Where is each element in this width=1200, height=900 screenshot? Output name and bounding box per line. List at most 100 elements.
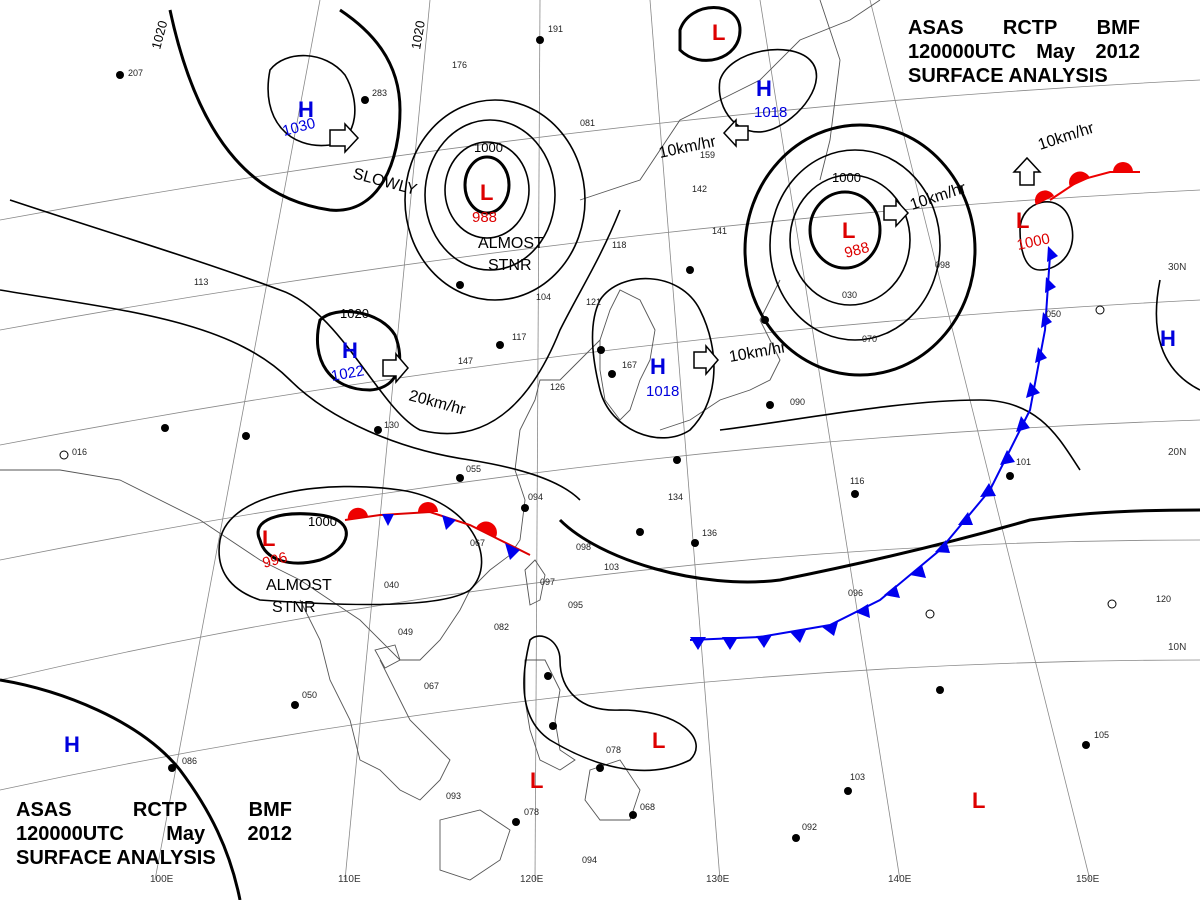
isobar-labels: 1020 1020 1020 1000 1000 1000 (148, 19, 861, 529)
footer-row-3: SURFACE ANALYSIS (16, 846, 292, 870)
station-value: 067 (470, 538, 485, 548)
coast-taiwan (524, 559, 546, 606)
station-dot (291, 701, 299, 709)
front-bump (1034, 190, 1054, 205)
station-dot (597, 346, 605, 354)
station-value: 159 (700, 150, 715, 160)
header-product: BMF (1096, 17, 1140, 39)
station-dot (549, 722, 557, 730)
low-pressure-symbol: L (262, 526, 275, 551)
high-pressure-symbol: H (298, 97, 314, 122)
front-barb (935, 540, 950, 553)
low-pressure-symbol: L (972, 788, 985, 813)
movement-arrows (329, 118, 1042, 385)
low-pressure-value: 996 (261, 549, 290, 572)
station-value: 134 (668, 492, 683, 502)
isobar-value: 1020 (148, 19, 170, 51)
station-dot (1107, 599, 1117, 609)
station-dot (761, 316, 769, 324)
station-value: 094 (582, 855, 597, 865)
front-barb (382, 514, 394, 526)
isobar-value: 1000 (832, 170, 861, 185)
isobar-1020-north (168, 8, 402, 212)
coast-luzon (524, 659, 576, 771)
isobar-1020-inner (267, 54, 356, 147)
station-dot (596, 764, 604, 772)
isobar-low-996-outer (218, 485, 483, 606)
high-pressure-symbol: H (64, 732, 80, 757)
lon-line (649, 0, 721, 881)
lon-label: 130E (706, 874, 730, 885)
front-bump (476, 521, 497, 537)
station-value: 118 (612, 240, 626, 250)
station-value: 176 (452, 60, 467, 70)
high-pressure-value: 1018 (646, 383, 679, 400)
motion-label: ALMOST (266, 577, 332, 594)
station-value: 086 (182, 756, 197, 766)
isobar-low-988-inner (463, 155, 511, 215)
header-month: May (1036, 41, 1076, 63)
coast-korea (599, 289, 656, 421)
lon-line (154, 0, 321, 881)
footer-region: ASAS (16, 799, 72, 821)
station-dot (851, 490, 859, 498)
header-region: ASAS (908, 17, 964, 39)
isobar-low-988-east-outer2 (743, 123, 977, 377)
station-value: 067 (424, 681, 439, 691)
isobar-low-988-mid (444, 141, 530, 239)
front-bump (1069, 171, 1090, 187)
arrow-icon (693, 343, 719, 377)
front-barb (910, 565, 926, 578)
station-dot (766, 401, 774, 409)
station-dot (456, 474, 464, 482)
station-value: 147 (458, 356, 473, 366)
header-row-1: ASAS RCTP BMF (908, 16, 1140, 40)
lat-label: 20N (1168, 447, 1186, 458)
motion-label: STNR (272, 599, 316, 616)
coast-china (0, 339, 601, 661)
station-value: 142 (692, 184, 707, 194)
high-pressure-value: 1018 (754, 104, 787, 121)
station-dot (168, 764, 176, 772)
graticule-labels: 100E 110E 120E 130E 140E 150E 30N 20N 10… (150, 262, 1186, 885)
footer-month: May (166, 823, 206, 845)
low-pressure-value: 988 (843, 239, 872, 262)
isobar-value: 1000 (474, 140, 503, 155)
header-time: 120000UTC (908, 41, 1016, 63)
lon-label: 100E (150, 874, 174, 885)
front-barb (442, 515, 456, 530)
station-dot (629, 811, 637, 819)
footer-row-2: 120000UTC May 2012 (16, 822, 292, 846)
coast-mindanao (584, 759, 641, 821)
isobar-h1018-north (718, 48, 818, 133)
high-pressure-symbol: H (342, 338, 358, 363)
front-barb (822, 622, 838, 636)
station-value: 096 (848, 588, 863, 598)
station-value: 167 (622, 360, 637, 370)
high-pressure-symbol: H (756, 76, 772, 101)
low-pressure-symbol: L (1016, 208, 1029, 233)
front-barb (505, 543, 520, 560)
station-dot (691, 539, 699, 547)
station-dot (1006, 472, 1014, 480)
station-dot (936, 686, 944, 694)
high-pressure-value: 1022 (330, 362, 366, 385)
station-value: 098 (935, 260, 950, 270)
pressure-systems: H 1030 H 1022 H 1018 H 1018 H H L 988 L … (64, 20, 1176, 813)
arrow-icon (883, 198, 910, 228)
header-row-3: SURFACE ANALYSIS (908, 64, 1140, 88)
map-header: ASAS RCTP BMF 120000UTC May 2012 SURFACE… (908, 16, 1140, 88)
station-value: 207 (128, 68, 143, 78)
coast-sakhalin (819, 0, 841, 181)
station-value: 097 (540, 577, 555, 587)
front-barb (1026, 382, 1040, 398)
isobar-low-988-outer2 (404, 99, 586, 301)
front-barb (1016, 416, 1030, 432)
coast-borneo (439, 809, 511, 881)
isobar-value: 1020 (408, 19, 428, 50)
low-pressure-value: 1000 (1015, 230, 1051, 254)
isobar-east-h (1155, 279, 1200, 391)
station-value: 103 (604, 562, 619, 572)
front-bump (1113, 162, 1133, 172)
stationary-front-marks (347, 502, 520, 560)
